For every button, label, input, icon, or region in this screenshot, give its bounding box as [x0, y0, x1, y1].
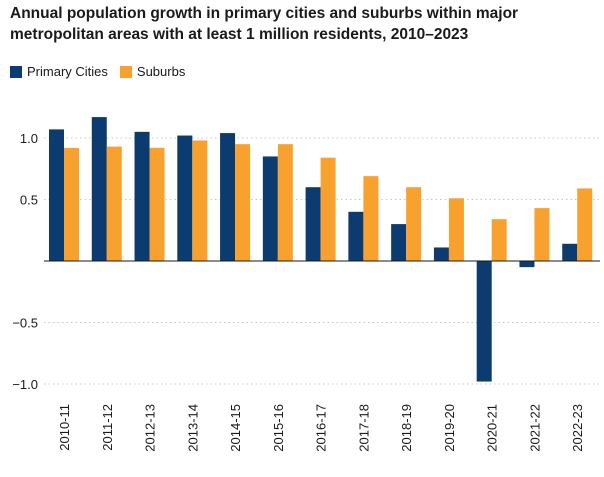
- legend-swatch-primary-cities: [10, 65, 22, 78]
- bar-suburbs: [577, 188, 593, 261]
- bar-suburbs: [64, 147, 79, 261]
- bar-suburbs: [534, 208, 550, 261]
- bar-primary-cities: [305, 187, 321, 261]
- bar-primary-cities: [433, 247, 449, 261]
- bar-suburbs: [363, 176, 379, 261]
- bar-primary-cities: [562, 243, 578, 261]
- bar-primary-cities: [391, 224, 407, 261]
- bar-suburbs: [235, 144, 251, 261]
- x-tick-label: 2011-12: [100, 404, 115, 451]
- x-tick-label: 2010-11: [57, 404, 72, 451]
- x-tick-label: 2021-22: [527, 404, 542, 452]
- bar-suburbs: [320, 157, 336, 261]
- bar-primary-cities: [49, 129, 64, 261]
- legend-item-primary-cities: Primary Cities: [10, 64, 108, 79]
- bar-primary-cities: [134, 131, 150, 261]
- legend-label-suburbs: Suburbs: [136, 64, 186, 79]
- y-tick-label: 1.0: [20, 131, 38, 146]
- bar-suburbs: [277, 144, 293, 261]
- bar-primary-cities: [220, 133, 236, 261]
- bar-primary-cities: [348, 211, 364, 261]
- bar-primary-cities: [519, 261, 535, 268]
- bar-suburbs: [149, 147, 165, 261]
- bar-suburbs: [192, 140, 208, 261]
- bar-primary-cities: [91, 117, 107, 261]
- bar-primary-cities: [177, 135, 193, 261]
- x-tick-label: 2018-19: [399, 404, 414, 452]
- x-tick-label: 2022-23: [570, 404, 585, 452]
- y-tick-label: −0.5: [12, 316, 38, 331]
- chart-title: Annual population growth in primary citi…: [10, 5, 519, 43]
- bar-primary-cities: [262, 156, 278, 261]
- x-tick-label: 2016-17: [314, 404, 329, 452]
- legend-label-primary-cities: Primary Cities: [27, 64, 108, 79]
- x-tick-label: 2020-21: [485, 404, 500, 452]
- x-tick-label: 2013-14: [185, 404, 200, 452]
- x-tick-label: 2017-18: [356, 404, 371, 452]
- y-tick-label: −1.0: [12, 377, 38, 392]
- x-tick-label: 2014-15: [228, 404, 243, 452]
- bar-primary-cities: [476, 261, 492, 382]
- legend-item-suburbs: Suburbs: [119, 64, 186, 79]
- bar-suburbs: [106, 146, 122, 261]
- y-tick-label: 0.5: [20, 193, 38, 208]
- x-tick-label: 2015-16: [271, 404, 286, 452]
- bar-suburbs: [406, 187, 422, 261]
- bar-suburbs: [491, 219, 507, 261]
- x-tick-label: 2012-13: [143, 404, 158, 452]
- legend: Primary Cities Suburbs: [10, 64, 197, 79]
- x-tick-label: 2019-20: [442, 404, 457, 452]
- bar-suburbs: [448, 198, 464, 261]
- legend-swatch-suburbs: [119, 65, 132, 78]
